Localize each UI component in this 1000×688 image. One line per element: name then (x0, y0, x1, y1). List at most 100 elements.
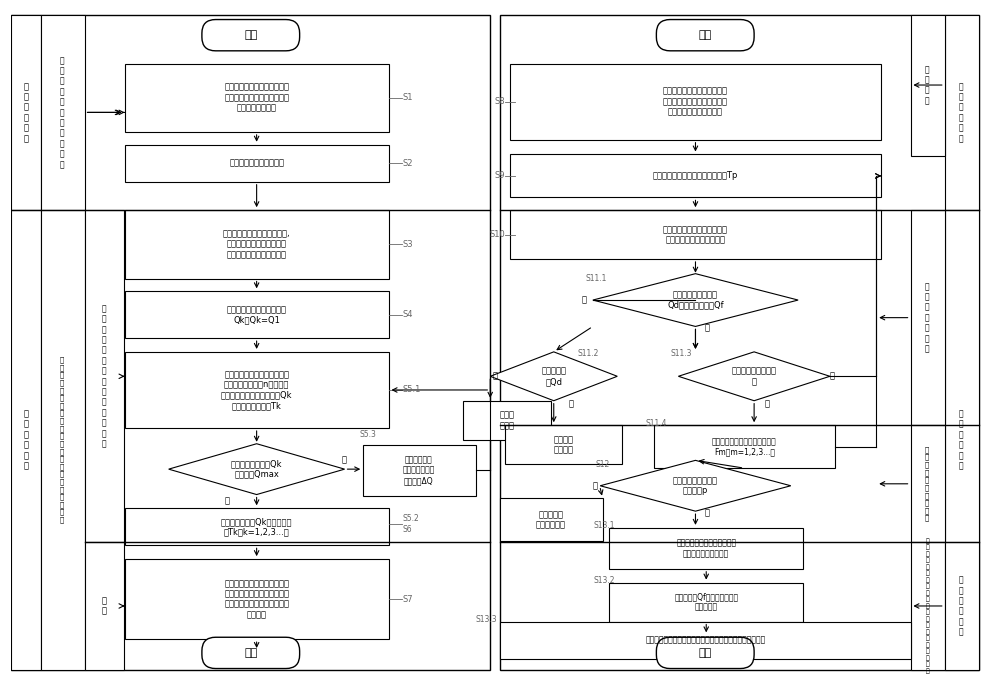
Text: 结束: 结束 (244, 648, 257, 658)
Bar (125, 559, 389, 639)
Text: 灌注的制冷剂含量Qk
是否大于Qmax: 灌注的制冷剂含量Qk 是否大于Qmax (231, 460, 282, 479)
Bar (85, 210, 124, 542)
Text: 预
测
实
施
条
件: 预 测 实 施 条 件 (959, 82, 964, 143)
Text: S11.2: S11.2 (577, 350, 599, 358)
Text: 获得制冷剂含量Qk和温度特征
值Tk（k=1,2,3...）: 获得制冷剂含量Qk和温度特征 值Tk（k=1,2,3...） (221, 517, 292, 537)
Text: S12: S12 (596, 460, 610, 469)
Bar (41, 14, 85, 210)
Text: 否: 否 (341, 456, 346, 465)
Text: S13.1: S13.1 (594, 522, 615, 530)
Text: S5.2: S5.2 (402, 513, 419, 522)
Polygon shape (490, 352, 617, 400)
Text: 将温度特征值输入到模型中，
得到制冷系统的制冷剂含量: 将温度特征值输入到模型中， 得到制冷系统的制冷剂含量 (663, 225, 728, 244)
Text: 确
定
测
点
位
置
与
运
行
工
况: 确 定 测 点 位 置 与 运 行 工 况 (60, 56, 64, 169)
Text: 否: 否 (582, 296, 587, 305)
Text: 确定温度数据的采集工况模式,
温度采集时制冷系统工况不
变，即压缩机工作频率一定: 确定温度数据的采集工况模式, 温度采集时制冷系统工况不 变，即压缩机工作频率一定 (223, 229, 290, 259)
Bar (41, 210, 85, 669)
Text: 是: 是 (569, 399, 574, 408)
Bar (11, 14, 41, 210)
Bar (911, 14, 945, 156)
Bar (11, 14, 490, 669)
Bar (945, 210, 979, 669)
Bar (125, 210, 389, 279)
Text: 建
立
制
冷
系
统
温
度
参
数
变
化
与
制
冷
剂
含
量
关
系
模
型: 建 立 制 冷 系 统 温 度 参 数 变 化 与 制 冷 剂 含 量 关 系 … (60, 356, 64, 523)
Text: S5.3: S5.3 (360, 431, 376, 440)
Text: 保存制冷剂含量值，并记录时间
Fm（m=1,2,3...）: 保存制冷剂含量值，并记录时间 Fm（m=1,2,3...） (712, 437, 777, 456)
Text: S7: S7 (402, 594, 413, 603)
Bar (125, 508, 389, 546)
Text: 计算温度特征值：待温度值变
化平稳后，取连续n个温度值
的平均值，作为制冷剂含量Qk
对应的温度特征值Tk: 计算温度特征值：待温度值变 化平稳后，取连续n个温度值 的平均值，作为制冷剂含量… (221, 370, 292, 410)
Text: S5.1: S5.1 (402, 385, 421, 394)
Text: 工
作
模
式: 工 作 模 式 (925, 65, 929, 105)
Text: 开始: 开始 (244, 30, 257, 40)
Text: 建
模: 建 模 (102, 596, 107, 616)
Text: 冷剂含量大
于Qd: 冷剂含量大 于Qd (541, 367, 566, 386)
Bar (500, 499, 603, 541)
Text: S8: S8 (494, 97, 505, 106)
Bar (85, 542, 124, 669)
FancyBboxPatch shape (656, 637, 754, 669)
Text: S3: S3 (402, 240, 413, 249)
Bar (510, 63, 881, 140)
Text: 继续灌注制冷
剂，增加灌注制
冷剂含量ΔQ: 继续灌注制冷 剂，增加灌注制 冷剂含量ΔQ (403, 455, 435, 485)
Bar (510, 154, 881, 197)
Bar (510, 210, 881, 259)
Polygon shape (678, 352, 830, 400)
Bar (911, 425, 945, 542)
Text: 预测时温度测点位置与测试条
件保持一致；数据的采集工况
模式与测试条件保持一致: 预测时温度测点位置与测试条 件保持一致；数据的采集工况 模式与测试条件保持一致 (663, 87, 728, 116)
Text: 确定温度数据的采集位置: 确定温度数据的采集位置 (229, 159, 284, 168)
Polygon shape (600, 460, 791, 511)
Text: 建
模
实
施
条
件: 建 模 实 施 条 件 (23, 82, 28, 143)
Text: 结束: 结束 (699, 648, 712, 658)
FancyBboxPatch shape (202, 637, 300, 669)
Text: S11.1: S11.1 (585, 274, 606, 283)
Bar (609, 583, 803, 622)
Text: 将失效阈值Qf代入拟合函数得
到失效时间: 将失效阈值Qf代入拟合函数得 到失效时间 (674, 592, 738, 612)
Text: 否: 否 (830, 372, 835, 380)
Text: 制冷系统
状态正常: 制冷系统 状态正常 (554, 435, 574, 454)
Bar (654, 425, 835, 468)
Bar (609, 528, 803, 569)
Bar (125, 352, 389, 428)
Bar (500, 622, 911, 658)
Text: 开
展
静
态
灌
注
试
验
获
取
建
模
数
据: 开 展 静 态 灌 注 试 验 获 取 建 模 数 据 (102, 304, 106, 449)
Text: 收
集
制
冷
剂
含
量
有
效
值: 收 集 制 冷 剂 含 量 有 效 值 (925, 447, 929, 522)
Text: S9: S9 (494, 171, 505, 180)
Text: 建
模
实
施
过
程: 建 模 实 施 过 程 (23, 409, 28, 471)
Text: 是: 是 (705, 323, 710, 332)
Text: 制冷系
统失效: 制冷系 统失效 (499, 411, 514, 430)
Text: 采集实时温度值并计算温度特征值Tp: 采集实时温度值并计算温度特征值Tp (653, 171, 738, 180)
Polygon shape (593, 274, 798, 326)
Text: S11.3: S11.3 (670, 350, 692, 358)
Bar (945, 542, 979, 669)
Bar (945, 14, 979, 210)
Text: S6: S6 (402, 525, 412, 535)
Text: S1: S1 (402, 94, 413, 103)
Text: 利用多项式拟合的方法对上述
制冷剂含量值进行拟合: 利用多项式拟合的方法对上述 制冷剂含量值进行拟合 (676, 539, 736, 558)
Bar (911, 210, 945, 425)
Bar (11, 210, 41, 669)
Bar (363, 444, 476, 495)
Bar (500, 14, 979, 669)
Polygon shape (169, 444, 345, 495)
Text: 制冷系统退
化，寿命未知: 制冷系统退 化，寿命未知 (536, 510, 566, 530)
Text: S10: S10 (489, 230, 505, 239)
Text: 制冷剂含量值的数量
大于等于p: 制冷剂含量值的数量 大于等于p (673, 476, 718, 495)
Text: 通
过
制
冷
系
统
温
度
预
测
系
统
剩
余
使
用
寿
命
的
方
法: 通 过 制 冷 系 统 温 度 预 测 系 统 剩 余 使 用 寿 命 的 方 … (925, 538, 929, 674)
Bar (505, 425, 622, 464)
Text: S2: S2 (402, 159, 413, 168)
Text: 是: 是 (705, 508, 710, 517)
Text: 灌注制冷剂，制冷剂含量为
Qk，Qk=Q1: 灌注制冷剂，制冷剂含量为 Qk，Qk=Q1 (227, 305, 287, 325)
Text: 是: 是 (764, 399, 769, 408)
FancyBboxPatch shape (202, 19, 300, 51)
Text: 根据制冷系统的额定制冷剂含
量确定失效阈值、退化阈值以
及试验用的最小值: 根据制冷系统的额定制冷剂含 量确定失效阈值、退化阈值以 及试验用的最小值 (224, 83, 289, 113)
Text: 制冷剂含量值是否有
效: 制冷剂含量值是否有 效 (732, 367, 777, 386)
Text: 预
测
实
施
过
程: 预 测 实 施 过 程 (959, 409, 964, 471)
Bar (125, 291, 389, 338)
Text: 获
取
制
冷
剂
含
量: 获 取 制 冷 剂 含 量 (925, 282, 929, 354)
Text: 是: 是 (225, 496, 230, 505)
Text: 否: 否 (493, 372, 498, 380)
Text: 冷剂含量小于或等于
Qd同时大于或等于Qf: 冷剂含量小于或等于 Qd同时大于或等于Qf (667, 290, 724, 310)
Bar (911, 542, 945, 669)
Text: S4: S4 (402, 310, 413, 319)
